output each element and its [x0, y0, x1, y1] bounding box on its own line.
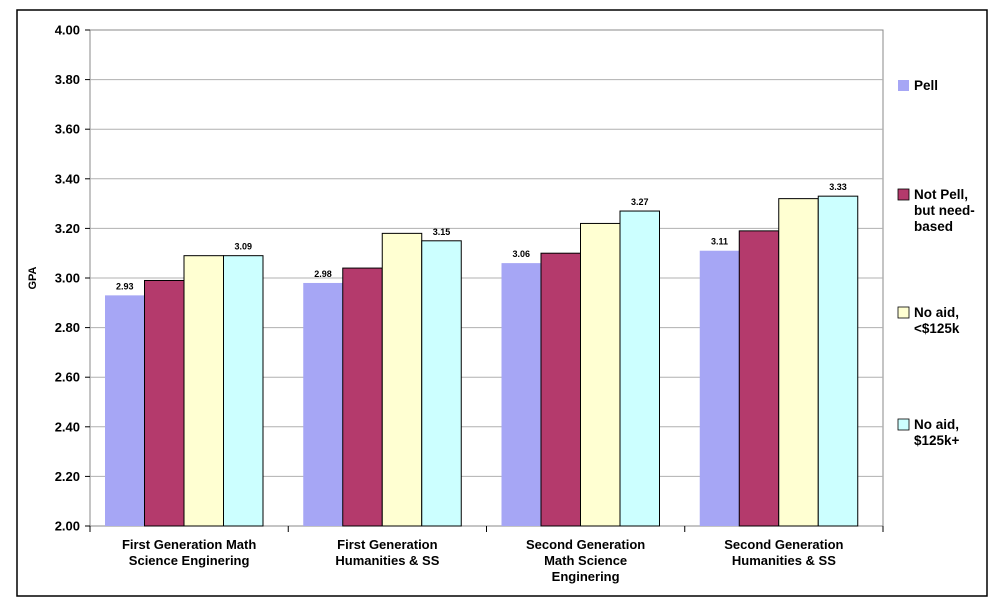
bar [342, 267, 383, 527]
bar [501, 263, 541, 526]
category-label: Enginering [552, 569, 620, 584]
bars [105, 195, 859, 527]
bar [421, 240, 462, 527]
y-tick-label: 3.60 [55, 122, 80, 137]
bar [381, 232, 423, 527]
y-tick-label: 3.40 [55, 171, 80, 186]
data-labels: 2.93 3.09 2.98 3.15 3.06 3.27 3.11 3.33 [116, 182, 847, 291]
data-label: 3.09 [234, 242, 252, 252]
bar [619, 210, 660, 527]
y-tick-label: 2.60 [55, 370, 80, 385]
legend-label: <$125k [914, 321, 960, 336]
data-label: 3.15 [433, 227, 451, 237]
category-label: Science Enginering [129, 553, 250, 568]
category-label: Second Generation [526, 537, 645, 552]
y-tick-label: 2.80 [55, 320, 80, 335]
category-label: First Generation [337, 537, 437, 552]
category-label: Math Science [544, 553, 627, 568]
bar [105, 295, 145, 526]
y-axis-title: GPA [27, 266, 39, 289]
legend-swatch [897, 418, 910, 431]
y-tick-label: 3.00 [55, 271, 80, 286]
data-label: 2.98 [314, 269, 332, 279]
legend-label: Not Pell, [914, 187, 968, 202]
data-label: 3.27 [631, 197, 649, 207]
bar [223, 255, 264, 527]
bar [580, 222, 621, 527]
legend-label: No aid, [914, 417, 959, 432]
bar [183, 255, 224, 527]
category-label: Humanities & SS [335, 553, 439, 568]
legend-label: $125k+ [914, 433, 960, 448]
data-label: 2.93 [116, 281, 134, 291]
legend-swatch [897, 188, 910, 201]
y-axis-ticks: 2.00 2.20 2.40 2.60 2.80 3.00 3.20 3.40 3.60 3.80… [55, 23, 884, 534]
legend-label: based [914, 219, 953, 234]
bar [144, 279, 185, 527]
bar [778, 198, 819, 527]
bar [540, 252, 581, 527]
bar [303, 282, 343, 526]
y-tick-label: 2.20 [55, 469, 80, 484]
y-tick-label: 3.20 [55, 221, 80, 236]
y-tick-label: 2.40 [55, 419, 80, 434]
bar [817, 195, 859, 527]
y-tick-label: 4.00 [55, 23, 80, 38]
category-label: First Generation Math [122, 537, 256, 552]
data-label: 3.33 [829, 182, 847, 192]
legend-label: No aid, [914, 305, 959, 320]
legend-label: but need- [914, 203, 975, 218]
bar [699, 250, 740, 526]
data-label: 3.11 [711, 237, 728, 247]
y-tick-label: 3.80 [55, 72, 80, 87]
legend-swatch [898, 80, 909, 91]
bar [738, 230, 780, 527]
category-label: Humanities & SS [732, 553, 836, 568]
legend-swatch [897, 306, 910, 319]
y-tick-label: 2.00 [55, 519, 80, 534]
data-label: 3.06 [512, 249, 530, 259]
category-label: Second Generation [724, 537, 843, 552]
legend-label: Pell [914, 78, 938, 93]
